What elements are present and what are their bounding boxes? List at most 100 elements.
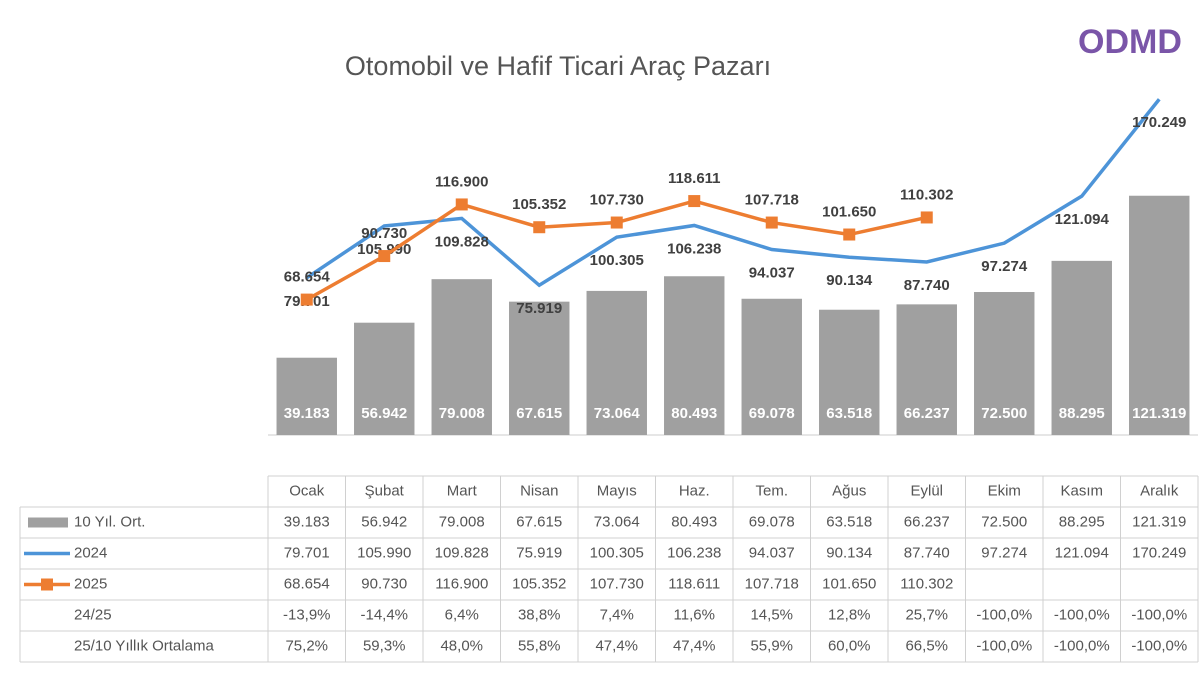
table-cell: -14,4% bbox=[360, 606, 408, 623]
table-cell: 66,5% bbox=[905, 637, 948, 654]
marker bbox=[610, 216, 623, 229]
x-tick-label: Eylül bbox=[910, 482, 943, 499]
data-label: 94.037 bbox=[749, 265, 795, 282]
row-label: 24/25 bbox=[74, 606, 112, 623]
data-label: 107.718 bbox=[745, 192, 799, 209]
table-cell: 14,5% bbox=[750, 606, 793, 623]
legend-label: 2025 bbox=[74, 575, 107, 592]
table-cell: -13,9% bbox=[283, 606, 331, 623]
table-cell: 94.037 bbox=[749, 544, 795, 561]
legend-swatch bbox=[28, 517, 68, 528]
table-cell: 47,4% bbox=[595, 637, 638, 654]
data-label: 90.730 bbox=[361, 225, 407, 242]
table-cell: -100,0% bbox=[1131, 637, 1187, 654]
table-cell: 11,6% bbox=[674, 606, 715, 623]
chart-title: Otomobil ve Hafif Ticari Araç Pazarı bbox=[345, 51, 771, 81]
x-tick-label: Aralık bbox=[1140, 482, 1179, 499]
bar bbox=[1051, 260, 1112, 435]
table-cell: -100,0% bbox=[1131, 606, 1187, 623]
table-cell: 170.249 bbox=[1132, 544, 1186, 561]
bar bbox=[1129, 195, 1190, 435]
legend-swatch bbox=[41, 578, 53, 591]
logo: ODMD bbox=[1078, 23, 1182, 61]
table-cell: 25,7% bbox=[905, 606, 948, 623]
bar bbox=[276, 357, 337, 435]
data-label: 68.654 bbox=[284, 269, 331, 286]
table-cell: 69.078 bbox=[749, 513, 795, 530]
table-cell: 38,8% bbox=[518, 606, 561, 623]
legend-label: 10 Yıl. Ort. bbox=[74, 513, 145, 530]
bar-label: 63.518 bbox=[826, 405, 872, 422]
marker bbox=[688, 195, 701, 208]
table-cell: 87.740 bbox=[904, 544, 950, 561]
x-tick-label: Haz. bbox=[679, 482, 710, 499]
marker bbox=[920, 211, 933, 224]
bar bbox=[819, 309, 880, 435]
data-label: 121.094 bbox=[1055, 211, 1110, 228]
table-cell: 68.654 bbox=[284, 575, 330, 592]
table-cell: 73.064 bbox=[594, 513, 640, 530]
bar bbox=[509, 301, 570, 435]
data-label: 90.134 bbox=[826, 272, 873, 289]
data-label: 106.238 bbox=[667, 240, 721, 257]
table-cell: 105.990 bbox=[357, 544, 411, 561]
bar bbox=[431, 279, 492, 435]
marker bbox=[455, 198, 468, 211]
data-label: 100.305 bbox=[590, 252, 644, 269]
bar-label: 73.064 bbox=[594, 405, 641, 422]
table-cell: -100,0% bbox=[976, 606, 1032, 623]
data-label: 75.919 bbox=[516, 300, 562, 317]
line bbox=[305, 98, 1161, 288]
table-cell: 105.352 bbox=[512, 575, 566, 592]
table-cell: 110.302 bbox=[900, 575, 953, 592]
table-cell: 67.615 bbox=[516, 513, 562, 530]
bar bbox=[586, 290, 647, 435]
x-tick-label: Ocak bbox=[289, 482, 325, 499]
marker bbox=[843, 228, 856, 241]
table-cell: 72.500 bbox=[981, 513, 1027, 530]
table-cell: 109.828 bbox=[435, 544, 489, 561]
bar-label: 121.319 bbox=[1132, 405, 1186, 422]
bar-label: 80.493 bbox=[671, 405, 717, 422]
table-cell: 60,0% bbox=[828, 637, 871, 654]
bar-label: 39.183 bbox=[284, 405, 330, 422]
table-cell: 47,4% bbox=[673, 637, 716, 654]
table-cell: 121.319 bbox=[1132, 513, 1186, 530]
table-cell: -100,0% bbox=[1054, 606, 1110, 623]
x-tick-label: Ağus bbox=[832, 482, 866, 499]
table-cell: 55,8% bbox=[518, 637, 561, 654]
data-label: 170.249 bbox=[1132, 114, 1186, 131]
table-cell: 107.730 bbox=[590, 575, 644, 592]
data-label: 97.274 bbox=[981, 258, 1028, 275]
legend-label: 2024 bbox=[74, 544, 107, 561]
bar-label: 79.008 bbox=[439, 405, 485, 422]
bar-label: 69.078 bbox=[749, 405, 795, 422]
bar bbox=[974, 292, 1035, 435]
x-tick-label: Mart bbox=[447, 482, 478, 499]
table-cell: 39.183 bbox=[284, 513, 330, 530]
table-cell: -100,0% bbox=[1054, 637, 1110, 654]
marker bbox=[300, 293, 313, 306]
table-cell: 107.718 bbox=[745, 575, 799, 592]
x-tick-label: Kasım bbox=[1060, 482, 1103, 499]
bar bbox=[354, 322, 415, 435]
bar-label: 88.295 bbox=[1059, 405, 1105, 422]
table-cell: 63.518 bbox=[826, 513, 872, 530]
table-cell: 59,3% bbox=[363, 637, 406, 654]
table-cell: 118.611 bbox=[668, 575, 720, 592]
table-cell: 121.094 bbox=[1055, 544, 1109, 561]
table-cell: 90.134 bbox=[826, 544, 872, 561]
table-cell: -100,0% bbox=[976, 637, 1032, 654]
bar-label: 72.500 bbox=[981, 405, 1027, 422]
table-cell: 79.008 bbox=[439, 513, 485, 530]
data-label: 118.611 bbox=[668, 170, 721, 187]
bar bbox=[896, 304, 957, 435]
data-label: 116.900 bbox=[435, 173, 488, 190]
table-cell: 6,4% bbox=[445, 606, 479, 623]
data-label: 109.828 bbox=[435, 233, 489, 250]
table-cell: 48,0% bbox=[440, 637, 483, 654]
data-label: 110.302 bbox=[900, 186, 953, 203]
marker bbox=[378, 250, 391, 263]
row-label: 25/10 Yıllık Ortalama bbox=[74, 637, 214, 654]
